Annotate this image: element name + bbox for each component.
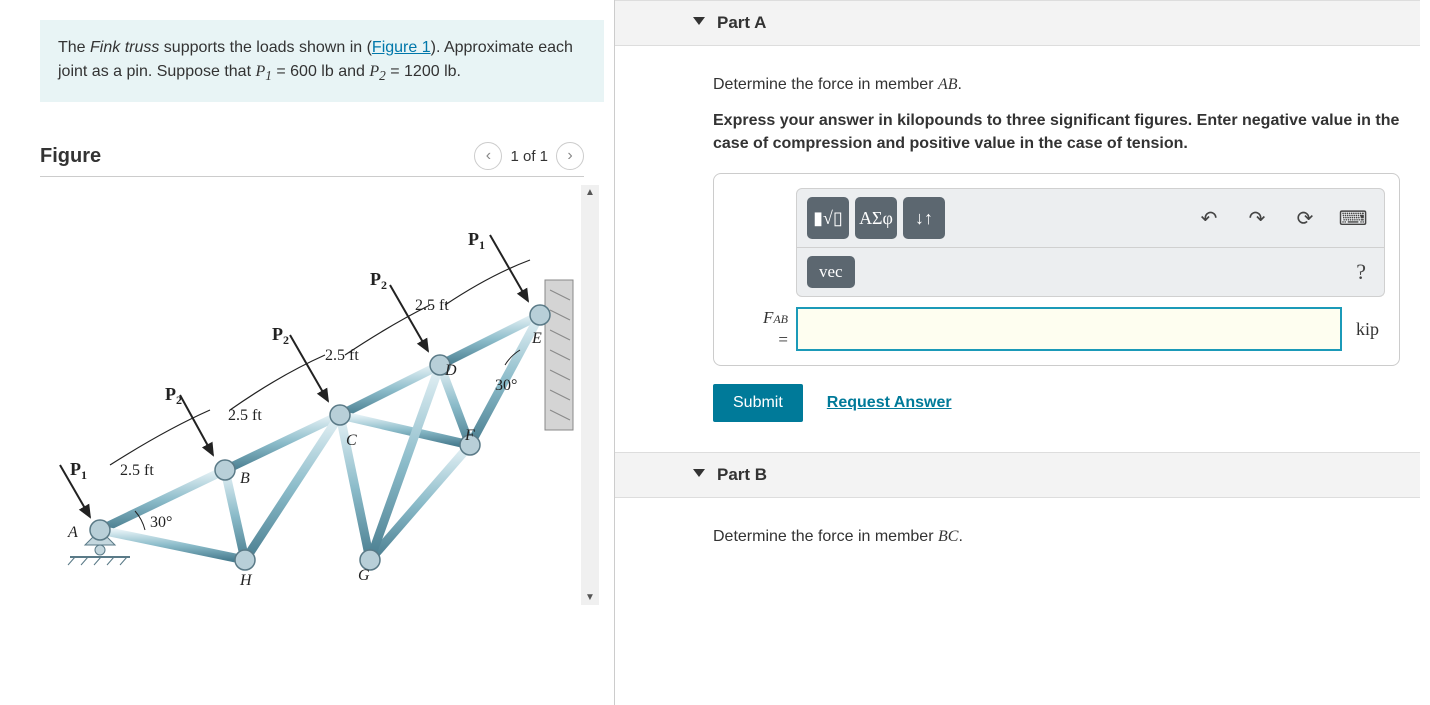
variable-label: FAB =	[728, 307, 788, 351]
action-row: Submit Request Answer	[713, 384, 1400, 422]
svg-text:P2: P2	[165, 384, 182, 407]
figure-next-button[interactable]: ›	[556, 142, 584, 170]
figure-nav: ‹ 1 of 1 ›	[474, 142, 584, 170]
part-a-prompt: Determine the force in member AB.	[713, 74, 1400, 96]
text: The	[58, 39, 90, 56]
text: .	[457, 63, 461, 80]
problem-statement: The Fink truss supports the loads shown …	[40, 20, 604, 102]
svg-text:B: B	[240, 470, 250, 487]
svg-text:P1: P1	[468, 229, 485, 252]
svg-text:C: C	[346, 432, 357, 449]
equation-toolbar-row2: vec ?	[796, 248, 1385, 297]
unit-label: kip	[1350, 319, 1385, 340]
help-button[interactable]: ?	[1348, 259, 1374, 285]
eq1-sub: 1	[265, 68, 272, 83]
svg-text:2.5 ft: 2.5 ft	[120, 462, 154, 479]
scroll-up-icon[interactable]: ▲	[585, 185, 595, 200]
scroll-down-icon[interactable]: ▼	[585, 590, 595, 605]
figure-area: P1 P2 P2 P2 P1 2.5 ft 2.5 ft 2.5 ft 2.5 …	[40, 185, 599, 605]
answer-box: ▮√▯ ΑΣφ ↓↑ ↶ ↷ ⟳ ⌨ vec ? FAB = kip	[713, 173, 1400, 366]
svg-text:30°: 30°	[150, 514, 172, 531]
templates-button[interactable]: ▮√▯	[807, 197, 849, 239]
svg-text:2.5 ft: 2.5 ft	[415, 297, 449, 314]
eq1-var: P	[255, 63, 265, 80]
caret-down-icon	[693, 469, 705, 477]
truss-diagram: P1 P2 P2 P2 P1 2.5 ft 2.5 ft 2.5 ft 2.5 …	[50, 215, 590, 605]
svg-text:H: H	[239, 572, 253, 589]
svg-text:P1: P1	[70, 459, 87, 482]
text: supports the loads shown in (	[159, 39, 372, 56]
subscript-button[interactable]: ↓↑	[903, 197, 945, 239]
reset-button[interactable]: ⟳	[1284, 197, 1326, 239]
part-b-prompt: Determine the force in member BC.	[713, 526, 1400, 548]
svg-text:D: D	[444, 362, 457, 379]
figure-title: Figure	[40, 145, 101, 168]
figure-prev-button[interactable]: ‹	[474, 142, 502, 170]
part-a-instructions: Express your answer in kilopounds to thr…	[713, 110, 1400, 155]
eq2-var: P	[369, 63, 379, 80]
answer-input-row: FAB = kip	[728, 307, 1385, 351]
submit-button[interactable]: Submit	[713, 384, 803, 422]
italic-term: Fink truss	[90, 39, 159, 56]
eq1-val: = 600 lb	[272, 63, 334, 80]
part-b-title: Part B	[717, 465, 767, 484]
svg-text:2.5 ft: 2.5 ft	[325, 347, 359, 364]
svg-text:30°: 30°	[495, 377, 517, 394]
svg-text:P2: P2	[272, 324, 289, 347]
text: and	[334, 63, 370, 80]
eq2-sub: 2	[379, 68, 386, 83]
greek-button[interactable]: ΑΣφ	[855, 197, 897, 239]
keyboard-button[interactable]: ⌨	[1332, 197, 1374, 239]
svg-text:F: F	[464, 427, 475, 444]
figure-link[interactable]: Figure 1	[372, 39, 431, 56]
redo-button[interactable]: ↷	[1236, 197, 1278, 239]
undo-button[interactable]: ↶	[1188, 197, 1230, 239]
part-a-header[interactable]: Part A	[615, 0, 1420, 46]
figure-nav-label: 1 of 1	[510, 148, 548, 165]
svg-text:G: G	[358, 567, 370, 584]
vec-button[interactable]: vec	[807, 256, 855, 288]
answer-input[interactable]	[796, 307, 1342, 351]
caret-down-icon	[693, 17, 705, 25]
svg-text:P2: P2	[370, 269, 387, 292]
part-b-body: Determine the force in member BC.	[615, 526, 1420, 592]
svg-text:E: E	[531, 330, 542, 347]
svg-text:A: A	[67, 524, 78, 541]
svg-text:2.5 ft: 2.5 ft	[228, 407, 262, 424]
part-b-header[interactable]: Part B	[615, 452, 1420, 498]
part-a-title: Part A	[717, 13, 766, 32]
figure-scrollbar[interactable]: ▲ ▼	[581, 185, 599, 605]
part-a-body: Determine the force in member AB. Expres…	[615, 74, 1420, 452]
request-answer-link[interactable]: Request Answer	[827, 394, 952, 412]
equation-toolbar: ▮√▯ ΑΣφ ↓↑ ↶ ↷ ⟳ ⌨	[796, 188, 1385, 248]
eq2-val: = 1200 lb	[386, 63, 457, 80]
figure-header: Figure ‹ 1 of 1 ›	[40, 142, 584, 177]
